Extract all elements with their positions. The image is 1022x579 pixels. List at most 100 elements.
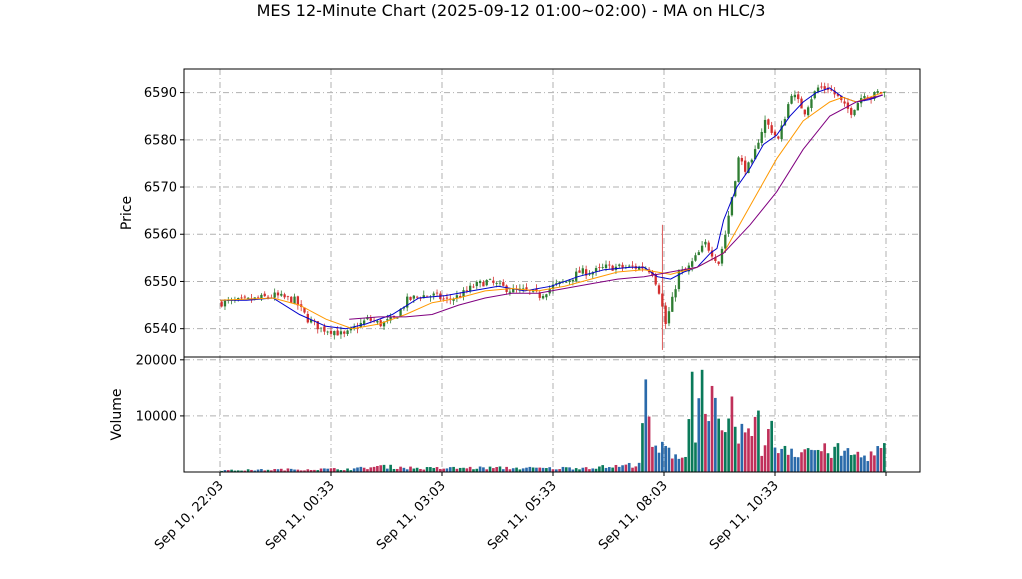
volume-bar <box>525 467 528 472</box>
candle-body <box>349 328 353 331</box>
candle-body <box>386 319 389 321</box>
volume-bar <box>859 457 863 472</box>
candle-body <box>333 331 336 336</box>
candle-body <box>591 272 594 275</box>
volume-bar <box>250 469 253 472</box>
volume-bar <box>680 457 684 472</box>
candle-body <box>850 108 853 115</box>
volume-bar <box>730 396 734 472</box>
volume-bar <box>654 445 658 472</box>
volume-bar <box>743 432 747 472</box>
candle-body <box>846 102 850 109</box>
volume-bar <box>422 469 426 472</box>
candle-body <box>237 298 240 300</box>
candle-body <box>498 282 502 284</box>
candle-body <box>472 286 475 288</box>
volume-bar <box>518 469 522 472</box>
volume-bar <box>515 467 518 472</box>
candle-body <box>276 292 280 296</box>
volume-bar <box>488 466 492 472</box>
volume-bar <box>458 467 462 472</box>
candle-body <box>883 91 886 93</box>
volume-bar <box>442 468 445 472</box>
candle-body <box>535 288 538 292</box>
x-tick-label: Sep 11, 03:03 <box>374 478 449 553</box>
volume-bar <box>879 448 883 472</box>
volume-bar <box>674 454 677 472</box>
candle-body <box>608 264 611 266</box>
price-tick-label: 6590 <box>144 86 177 101</box>
candle-body <box>750 159 753 163</box>
candle-body <box>223 300 227 307</box>
volume-bar <box>826 453 830 472</box>
volume-bar <box>803 449 807 472</box>
volume-bar <box>511 468 515 472</box>
volume-bar <box>873 455 876 472</box>
volume-bar <box>392 468 396 472</box>
candle-body <box>763 119 767 133</box>
volume-bar <box>704 413 707 472</box>
volume-bar <box>256 469 260 472</box>
volume-bar <box>270 470 273 472</box>
candle-body <box>353 326 356 329</box>
volume-bar <box>223 470 227 472</box>
candle-body <box>740 157 744 162</box>
volume-bar <box>478 466 482 472</box>
volume-bar <box>435 467 439 472</box>
volume-bar <box>578 469 581 472</box>
price-y-ticks: 6540 6550 6560 6570 6580 6590 <box>144 86 184 337</box>
volume-bar <box>309 470 313 472</box>
candle-body <box>406 296 409 308</box>
volume-bar <box>604 467 608 472</box>
candle-body <box>508 291 512 293</box>
volume-bar <box>584 467 588 472</box>
volume-bar <box>289 468 293 472</box>
price-axis-label: Price <box>119 196 135 230</box>
volume-bar <box>283 470 286 472</box>
volume-bar <box>651 446 654 472</box>
volume-tick-label: 10000 <box>136 409 177 424</box>
volume-bar <box>677 458 681 472</box>
candle-body <box>813 91 816 99</box>
candle-body <box>502 282 505 286</box>
volume-bar <box>405 469 409 472</box>
volume-bar <box>767 429 770 472</box>
candle-body <box>376 320 379 323</box>
volume-panel-frame <box>183 356 921 473</box>
volume-bar <box>313 469 316 472</box>
x-tick-label: Sep 11, 05:33 <box>485 478 560 553</box>
volume-bar <box>306 469 310 472</box>
candle-body <box>538 292 541 298</box>
volume-bar <box>667 447 671 472</box>
volume-bar <box>624 464 628 472</box>
volume-bar <box>369 467 373 472</box>
volume-bar <box>836 443 840 472</box>
volume-bar <box>293 469 296 472</box>
price-tick-label: 6560 <box>144 228 177 243</box>
x-tick-label: Sep 10, 22:03 <box>152 478 227 553</box>
volume-bar <box>839 455 843 472</box>
volume-bar <box>468 466 472 472</box>
volume-bar <box>276 469 280 472</box>
candle-body <box>783 119 787 126</box>
candle-body <box>286 296 290 298</box>
volume-bar <box>541 467 545 472</box>
volume-bar <box>581 467 585 472</box>
candle-body <box>823 86 826 89</box>
candle-body <box>326 331 329 333</box>
volume-bar <box>279 468 283 472</box>
candle-body <box>488 279 492 281</box>
candle-body <box>780 125 783 140</box>
volume-bar <box>564 467 568 472</box>
candle-body <box>767 119 770 125</box>
price-panel-frame <box>183 68 921 358</box>
volume-bar <box>820 451 823 472</box>
candle-body <box>243 296 247 298</box>
chart-title: MES 12-Minute Chart (2025-09-12 01:00~02… <box>257 1 766 20</box>
candle-body <box>240 297 243 299</box>
volume-bar <box>415 467 419 472</box>
volume-bar <box>780 448 783 472</box>
volume-bar <box>266 469 270 472</box>
